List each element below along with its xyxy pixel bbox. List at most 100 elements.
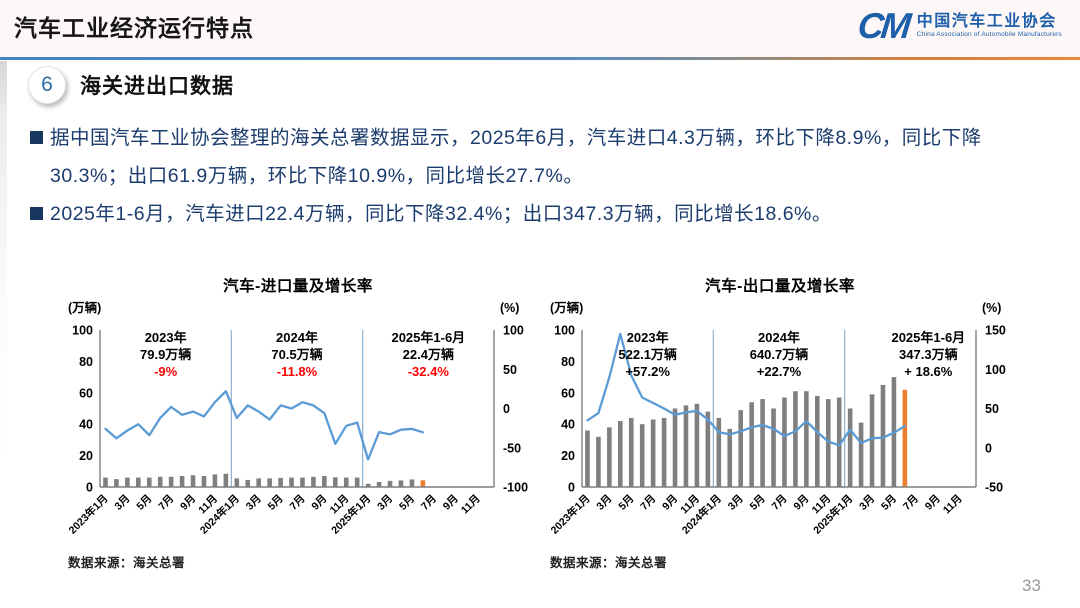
left-edge-shadow [0,61,7,601]
svg-text:5月: 5月 [616,493,636,513]
svg-text:5月: 5月 [748,493,768,513]
svg-text:80: 80 [561,355,575,369]
svg-text:-50: -50 [503,441,521,455]
svg-text:2025年1-6月: 2025年1-6月 [891,330,965,345]
svg-text:3月: 3月 [244,493,264,513]
svg-text:50: 50 [503,363,517,377]
svg-text:-100: -100 [503,481,528,495]
svg-text:2024年: 2024年 [758,330,800,345]
svg-text:79.9万辆: 79.9万辆 [140,347,191,362]
svg-text:3月: 3月 [112,493,132,513]
svg-text:5月: 5月 [134,493,154,513]
svg-text:80: 80 [79,355,93,369]
svg-text:60: 60 [561,386,575,400]
svg-text:3月: 3月 [726,493,746,513]
growth-rate-line [586,332,907,447]
bullet-item-1: 据中国汽车工业协会整理的海关总署数据显示，2025年6月，汽车进口4.3万辆，环… [30,119,1044,195]
svg-text:0: 0 [86,481,93,495]
svg-text:2023年: 2023年 [627,330,669,345]
export-chart-title: 汽车-出口量及增长率 [705,278,855,295]
caam-logo-mark-icon: CM [855,5,910,46]
svg-text:20: 20 [79,449,93,463]
svg-text:100: 100 [985,363,1006,377]
svg-text:9月: 9月 [309,493,329,513]
section-header: 6 海关进出口数据 [28,66,234,104]
caam-logo-name-en: China Association of Automobile Manufact… [916,31,1062,39]
svg-text:100: 100 [554,324,575,338]
svg-text:+22.7%: +22.7% [757,364,802,379]
right-axis-ticks: 150 100 50 0 -50 [985,324,1006,495]
bullet-item-2: 2025年1-6月，汽车进口22.4万辆，同比下降32.4%；出口347.3万辆… [30,195,1044,233]
caam-logo: CM 中国汽车工业协会 China Association of Automob… [855,5,1062,46]
year-annotations: 2023年 79.9万辆 -9% 2024年 70.5万辆 -11.8% 2025年1-6月… [140,330,465,379]
section-title: 海关进出口数据 [80,75,234,98]
svg-text:2023年: 2023年 [145,330,187,345]
svg-text:5月: 5月 [397,493,417,513]
svg-text:60: 60 [79,386,93,400]
right-axis-unit: (%) [500,301,519,315]
svg-text:2024年: 2024年 [276,330,318,345]
bullet-text-2: 2025年1-6月，汽车进口22.4万辆，同比下降32.4%；出口347.3万辆… [50,203,832,225]
header-background [0,0,1080,57]
svg-text:522.1万辆: 522.1万辆 [618,347,677,362]
volume-bars [585,377,908,487]
svg-text:0: 0 [568,481,575,495]
svg-text:7月: 7月 [638,493,658,513]
axes [99,330,495,488]
bullet-text-1: 据中国汽车工业协会整理的海关总署数据显示，2025年6月，汽车进口4.3万辆，环… [50,127,982,187]
svg-text:9月: 9月 [923,493,943,513]
svg-text:-9%: -9% [154,364,178,379]
svg-text:3月: 3月 [857,493,877,513]
header-divider-rule [0,57,1080,60]
right-axis-ticks: 100 50 0 -50 -100 [503,324,528,495]
left-axis-unit: (万辆) [68,300,101,315]
svg-text:9月: 9月 [660,493,680,513]
axes [581,330,977,488]
svg-text:0: 0 [985,441,992,455]
svg-text:11月: 11月 [941,493,965,517]
svg-text:3月: 3月 [375,493,395,513]
right-axis-unit: (%) [982,301,1001,315]
svg-text:7月: 7月 [770,493,790,513]
svg-text:100: 100 [72,324,93,338]
svg-text:7月: 7月 [419,493,439,513]
svg-text:100: 100 [503,324,524,338]
year-annotations: 2023年 522.1万辆 +57.2% 2024年 640.7万辆 +22.7% 2025… [618,330,965,379]
caam-logo-text: 中国汽车工业协会 China Association of Automobile… [917,13,1062,39]
export-chart-source: 数据来源：海关总署 [550,556,668,570]
page-number: 33 [1022,576,1041,595]
year-divider-lines [712,330,846,487]
summary-bullets: 据中国汽车工业协会整理的海关总署数据显示，2025年6月，汽车进口4.3万辆，环… [30,119,1044,233]
svg-text:+57.2%: +57.2% [625,364,670,379]
svg-text:-11.8%: -11.8% [277,364,318,379]
svg-text:640.7万辆: 640.7万辆 [750,347,809,362]
svg-text:9月: 9月 [791,493,811,513]
volume-bars [103,473,426,487]
bullet-square-icon [30,131,43,144]
svg-text:2023年1月: 2023年1月 [548,492,593,537]
export-chart-plot: (万辆) (%) 100 80 60 40 20 0 150 100 50 0 -50 2023年 522.… [540,298,1020,555]
section-number-badge: 6 [28,66,66,104]
svg-text:-50: -50 [985,481,1003,495]
svg-text:70.5万辆: 70.5万辆 [271,347,322,362]
left-axis-ticks: 100 80 60 40 20 0 [554,324,575,495]
svg-text:9月: 9月 [178,493,198,513]
svg-text:5月: 5月 [266,493,286,513]
svg-text:20: 20 [561,449,575,463]
svg-text:9月: 9月 [441,493,461,513]
left-axis-ticks: 100 80 60 40 20 0 [72,324,93,495]
svg-text:0: 0 [503,402,510,416]
year-divider-lines [230,330,364,487]
svg-text:7月: 7月 [288,493,308,513]
svg-text:40: 40 [561,418,575,432]
svg-text:2025年1-6月: 2025年1-6月 [391,330,465,345]
chart-svg: (万辆) (%)100806040200150100500-502023年522.… [548,300,1006,537]
import-chart-source: 数据来源：海关总署 [68,556,186,570]
svg-text:150: 150 [985,324,1006,338]
import-chart-plot: (万辆) (%) 100 80 60 40 20 0 100 50 0 -50 -100 2023年 79.… [58,298,538,555]
chart-svg: (万辆) (%) 100 80 60 40 20 0 100 50 0 -50 -100 2023年 79.… [66,300,528,537]
page-title: 汽车工业经济运行特点 [14,15,254,41]
svg-text:40: 40 [79,418,93,432]
